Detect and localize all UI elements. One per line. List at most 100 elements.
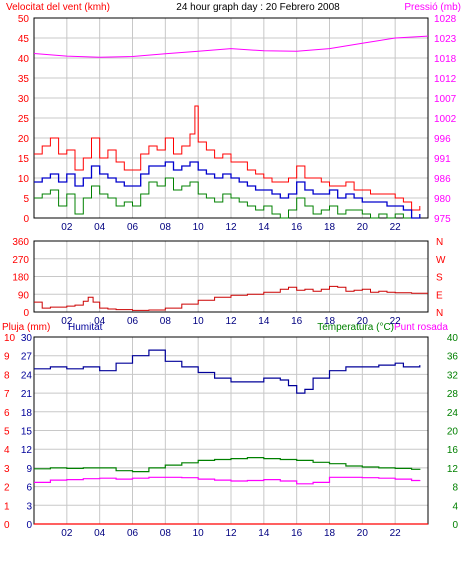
x-tick-label: 06 (127, 316, 139, 327)
x-tick-label: 14 (258, 528, 270, 539)
wind-axis-tick: 30 (18, 94, 30, 105)
panel-frame-2 (33, 240, 429, 313)
direction-axis-tick: 360 (12, 237, 29, 248)
pressure-axis-tick: 986 (434, 174, 451, 185)
series-wind-direction (34, 285, 428, 311)
x-tick-label: 10 (193, 316, 205, 327)
wind-axis-tick: 45 (18, 34, 30, 45)
x-tick-label: 20 (357, 316, 369, 327)
pressure-axis-tick: 980 (434, 194, 451, 205)
x-tick-label: 06 (127, 222, 139, 233)
compass-axis-tick: W (436, 255, 446, 266)
humidity-axis-tick: 12 (21, 445, 33, 456)
humidity-axis-tick: 15 (21, 427, 33, 438)
wind-axis-tick: 20 (18, 134, 30, 145)
header-pressure-label: Pressió (mb) (404, 2, 461, 13)
compass-axis-tick: S (436, 273, 443, 284)
temperature-axis-tick: 40 (447, 333, 459, 344)
x-tick-label: 08 (160, 528, 172, 539)
pressure-axis-tick: 1028 (434, 14, 457, 25)
humidity-axis-tick: 30 (21, 333, 33, 344)
rain-axis-tick: 10 (4, 333, 16, 344)
header-wind-label: Velocitat del vent (kmh) (6, 2, 110, 13)
x-tick-label: 22 (390, 316, 402, 327)
direction-axis-tick: 180 (12, 273, 29, 284)
x-tick-label: 10 (193, 528, 205, 539)
x-tick-label: 10 (193, 222, 205, 233)
compass-axis-tick: N (436, 308, 443, 319)
x-tick-label: 14 (258, 316, 270, 327)
x-tick-label: 20 (357, 222, 369, 233)
temperature-axis-tick: 20 (447, 427, 459, 438)
temperature-axis-tick: 12 (447, 464, 459, 475)
x-tick-label: 12 (225, 222, 237, 233)
x-tick-label: 08 (160, 316, 172, 327)
pressure-axis-tick: 975 (434, 214, 451, 225)
x-tick-label: 04 (94, 222, 106, 233)
pressure-axis-tick: 991 (434, 154, 451, 165)
rain-axis-tick: 4 (4, 445, 10, 456)
series-pressi- (33, 35, 429, 58)
rain-axis-tick: 0 (4, 520, 10, 531)
pressure-axis-tick: 1018 (434, 54, 457, 65)
rain-axis-tick: 2 (4, 483, 10, 494)
series-humitat (34, 349, 421, 394)
humidity-axis-label: Humitat (68, 322, 103, 333)
humidity-axis-tick: 18 (21, 408, 33, 419)
wind-axis-tick: 0 (23, 214, 29, 225)
humidity-axis-tick: 27 (21, 352, 33, 363)
x-tick-label: 18 (324, 528, 336, 539)
humidity-axis-tick: 0 (26, 520, 32, 531)
humidity-axis-tick: 21 (21, 389, 33, 400)
x-tick-label: 02 (61, 316, 73, 327)
temperature-axis-tick: 8 (452, 483, 458, 494)
x-tick-label: 12 (225, 316, 237, 327)
wind-axis-tick: 25 (18, 114, 30, 125)
x-tick-label: 02 (61, 222, 73, 233)
wind-axis-tick: 10 (18, 174, 30, 185)
pressure-axis-tick: 1007 (434, 94, 457, 105)
wind-axis-tick: 5 (23, 194, 29, 205)
x-tick-label: 16 (291, 316, 303, 327)
x-tick-label: 08 (160, 222, 172, 233)
humidity-axis-tick: 24 (21, 370, 33, 381)
temperature-axis-tick: 0 (452, 520, 458, 531)
temperature-axis-tick: 16 (447, 445, 459, 456)
wind-axis-tick: 40 (18, 54, 30, 65)
x-tick-label: 22 (390, 528, 402, 539)
pressure-axis-tick: 1023 (434, 34, 457, 45)
rain-axis-tick: 5 (4, 427, 10, 438)
direction-axis-tick: 90 (18, 290, 30, 301)
rain-axis-tick: 3 (4, 464, 10, 475)
temperature-axis-tick: 24 (447, 408, 459, 419)
pressure-axis-tick: 1002 (434, 114, 457, 125)
wind-axis-tick: 50 (18, 14, 30, 25)
panel-frame-1 (33, 17, 429, 219)
pressure-axis-tick: 1012 (434, 74, 457, 85)
humidity-axis-tick: 6 (26, 483, 32, 494)
compass-axis-tick: E (436, 290, 443, 301)
rain-axis-tick: 7 (4, 389, 10, 400)
wind-axis-tick: 15 (18, 154, 30, 165)
x-tick-label: 18 (324, 222, 336, 233)
rain-axis-label: Pluja (mm) (2, 322, 50, 333)
rain-axis-tick: 8 (4, 370, 10, 381)
pressure-axis-tick: 996 (434, 134, 451, 145)
rain-axis-tick: 9 (4, 352, 10, 363)
temperature-axis-label: Temperatura (°C) (317, 322, 394, 333)
dewpoint-axis-label: Punt rosada (394, 322, 448, 333)
series-punt-rosada (34, 476, 421, 485)
x-tick-label: 12 (225, 528, 237, 539)
series-ratxa (34, 105, 421, 211)
direction-axis-tick: 0 (23, 308, 29, 319)
x-tick-label: 04 (94, 316, 106, 327)
wind-axis-tick: 35 (18, 74, 30, 85)
series-vent-m-nim (34, 177, 420, 219)
x-tick-label: 16 (291, 222, 303, 233)
x-tick-label: 02 (61, 528, 73, 539)
x-tick-label: 22 (390, 222, 402, 233)
compass-axis-tick: N (436, 237, 443, 248)
temperature-axis-tick: 32 (447, 370, 459, 381)
